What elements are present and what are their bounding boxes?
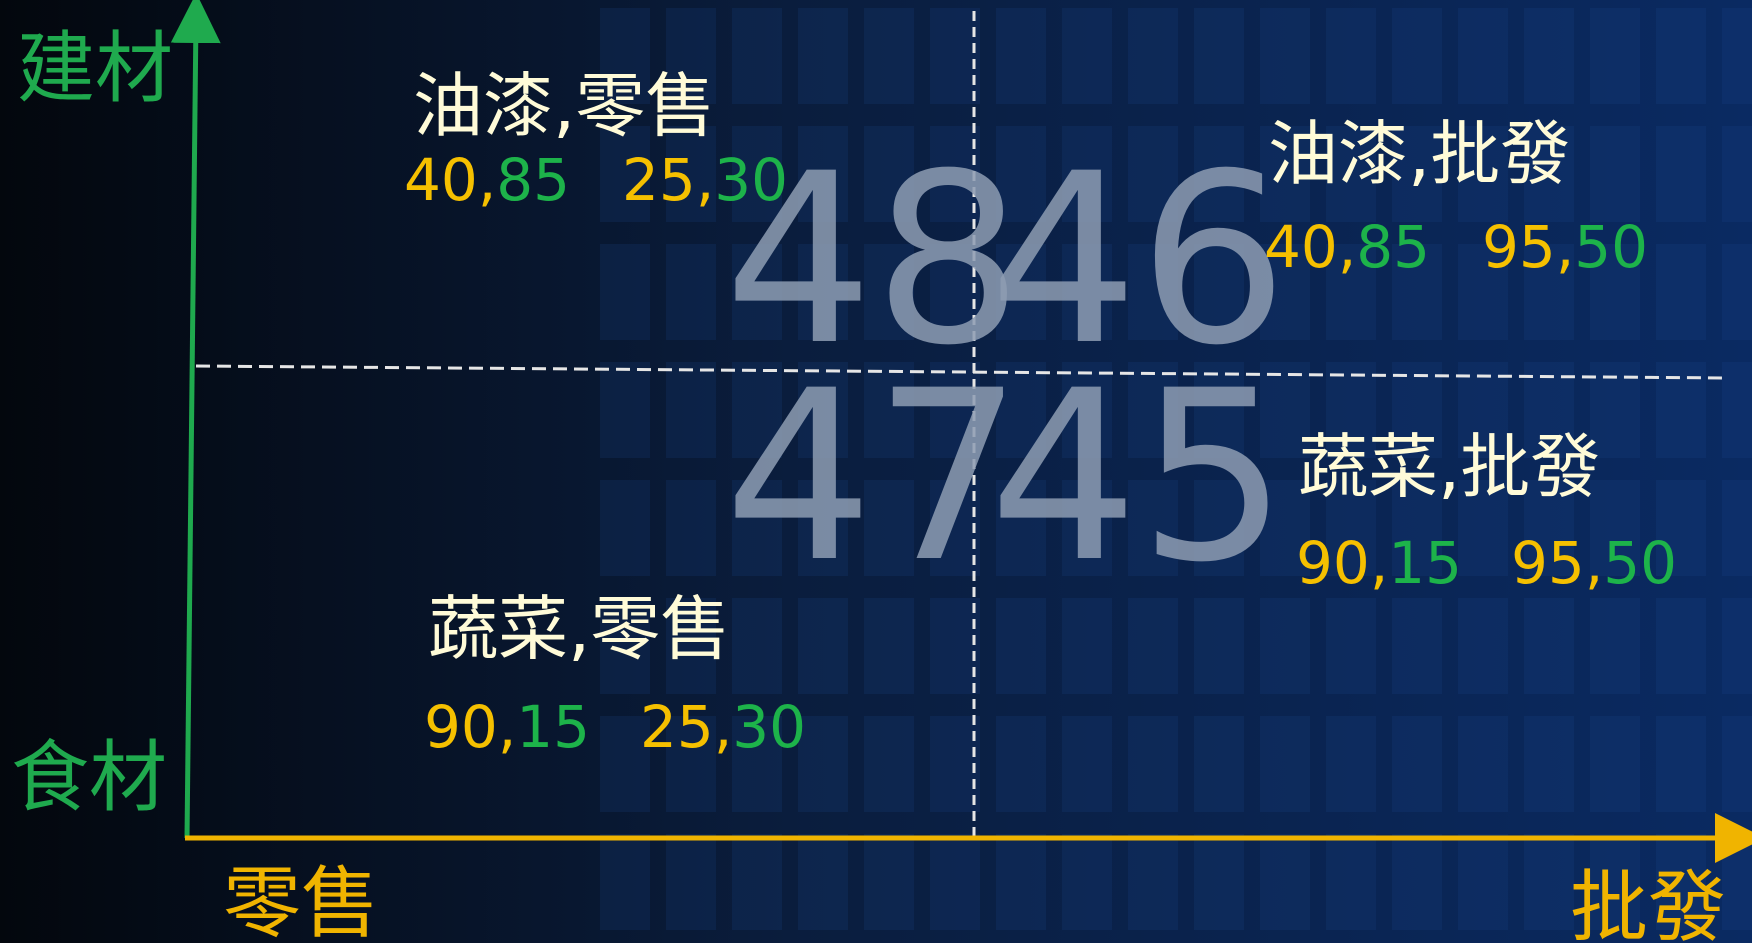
value-separator: , (714, 693, 732, 761)
quadrant-number: 47 (724, 341, 1023, 614)
value-second: 85 (496, 146, 570, 214)
value-separator: , (1556, 213, 1574, 281)
value-separator: , (1370, 529, 1388, 597)
value-pair: 95,50 (1482, 213, 1648, 281)
x-axis-right-label: 批發 (1570, 863, 1726, 943)
quadrant-title: 油漆,零售 (413, 65, 715, 147)
y-axis-bottom-label: 食材 (11, 733, 167, 823)
value-separator: , (1585, 529, 1603, 597)
value-second: 15 (516, 693, 590, 761)
value-second: 15 (1388, 529, 1462, 597)
value-first: 95 (1511, 529, 1585, 597)
divider-horizontal (195, 364, 1729, 380)
value-pair: 25,30 (640, 693, 806, 761)
background-tiles (600, 0, 1752, 943)
value-second: 85 (1356, 213, 1430, 281)
value-pair: 95,50 (1511, 529, 1677, 597)
quadrant-number: 46 (989, 124, 1288, 397)
value-pair: 40,85 (1264, 213, 1430, 281)
value-pair: 25,30 (622, 146, 788, 214)
quadrant-number: 48 (724, 124, 1023, 397)
value-separator: , (498, 693, 516, 761)
value-separator: , (696, 146, 714, 214)
quadrant-number: 45 (989, 341, 1288, 614)
quadrant-title: 油漆,批發 (1268, 113, 1570, 195)
value-second: 50 (1574, 213, 1648, 281)
quadrant-title: 蔬菜,零售 (428, 588, 730, 670)
value-first: 40 (1264, 213, 1338, 281)
value-second: 30 (714, 146, 788, 214)
value-first: 90 (1296, 529, 1370, 597)
value-separator: , (478, 146, 496, 214)
value-second: 50 (1603, 529, 1677, 597)
y-axis (170, 0, 221, 839)
value-first: 90 (424, 693, 498, 761)
value-separator: , (1338, 213, 1356, 281)
value-first: 95 (1482, 213, 1556, 281)
value-pair: 40,85 (404, 146, 570, 214)
value-first: 25 (622, 146, 696, 214)
value-pair: 90,15 (424, 693, 590, 761)
quadrant-title: 蔬菜,批發 (1298, 426, 1600, 508)
x-axis-left-label: 零售 (223, 859, 379, 943)
y-axis-top-label: 建材 (17, 24, 173, 114)
value-pair: 90,15 (1296, 529, 1462, 597)
value-first: 40 (404, 146, 478, 214)
value-second: 30 (732, 693, 806, 761)
value-first: 25 (640, 693, 714, 761)
